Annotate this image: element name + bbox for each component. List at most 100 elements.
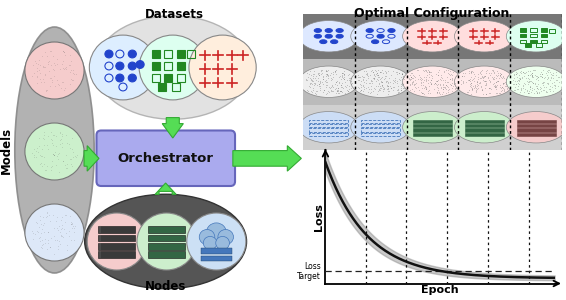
Point [423, 68, 432, 72]
Point [408, 80, 417, 84]
Point [406, 74, 415, 79]
Point [442, 68, 451, 72]
Point [47, 136, 56, 141]
Point [30, 58, 39, 63]
Circle shape [402, 112, 462, 143]
Point [372, 73, 381, 77]
Point [536, 70, 545, 74]
Point [510, 71, 519, 76]
Point [525, 79, 534, 84]
Point [528, 74, 537, 79]
Point [405, 76, 414, 81]
Point [487, 74, 496, 79]
Circle shape [507, 112, 566, 143]
Point [426, 70, 435, 75]
Point [446, 83, 455, 88]
Point [473, 84, 482, 88]
Circle shape [371, 40, 379, 44]
Point [72, 152, 81, 157]
Point [67, 163, 76, 168]
Point [384, 75, 393, 80]
Point [398, 74, 407, 79]
Point [47, 77, 56, 82]
Point [65, 52, 74, 57]
Point [315, 88, 324, 93]
FancyBboxPatch shape [96, 130, 235, 186]
Point [417, 91, 426, 96]
Ellipse shape [85, 194, 247, 289]
Point [35, 58, 44, 62]
FancyBboxPatch shape [152, 50, 160, 58]
Point [45, 49, 54, 53]
Circle shape [336, 34, 343, 38]
Point [367, 87, 376, 92]
Point [376, 87, 385, 92]
Point [489, 76, 498, 81]
Point [398, 75, 407, 80]
Point [458, 80, 468, 85]
Point [425, 75, 434, 80]
Point [481, 85, 490, 90]
Point [435, 81, 444, 86]
Point [368, 67, 377, 72]
Point [509, 75, 518, 80]
Point [466, 91, 475, 96]
Point [399, 76, 408, 81]
Point [513, 87, 522, 92]
Point [375, 81, 384, 86]
Point [457, 81, 466, 86]
Point [381, 80, 391, 84]
Point [426, 69, 435, 74]
Point [373, 70, 382, 75]
Point [520, 71, 529, 76]
Point [468, 77, 477, 82]
Point [383, 83, 392, 88]
Point [394, 71, 403, 76]
Point [466, 83, 475, 88]
Point [432, 82, 441, 87]
Point [340, 69, 349, 74]
Point [358, 77, 367, 82]
Point [337, 88, 346, 93]
Point [525, 85, 534, 90]
Point [534, 81, 543, 86]
Point [344, 87, 353, 92]
Circle shape [25, 42, 84, 99]
Point [423, 91, 432, 95]
Point [539, 85, 548, 89]
Point [314, 72, 323, 77]
Point [355, 74, 365, 79]
Point [538, 80, 547, 85]
Point [491, 75, 500, 80]
Point [354, 72, 363, 77]
Point [524, 89, 533, 94]
Point [64, 63, 73, 68]
Point [49, 153, 58, 158]
Point [513, 78, 522, 82]
Point [49, 152, 58, 157]
Point [517, 70, 526, 75]
Point [434, 86, 443, 91]
Point [381, 79, 391, 84]
Point [485, 79, 494, 84]
Point [374, 68, 383, 72]
Point [474, 80, 483, 85]
Point [374, 73, 383, 78]
Point [360, 86, 369, 91]
Point [377, 84, 386, 88]
Point [471, 89, 480, 94]
Point [533, 74, 542, 79]
Point [392, 79, 401, 83]
Point [371, 72, 380, 76]
Point [465, 77, 474, 82]
Point [59, 226, 68, 231]
Point [529, 81, 538, 85]
Point [512, 70, 521, 75]
Point [501, 80, 510, 85]
Point [46, 167, 55, 172]
Point [457, 74, 466, 79]
Point [551, 83, 560, 88]
Point [52, 134, 61, 138]
Point [367, 80, 376, 85]
Point [373, 77, 382, 82]
